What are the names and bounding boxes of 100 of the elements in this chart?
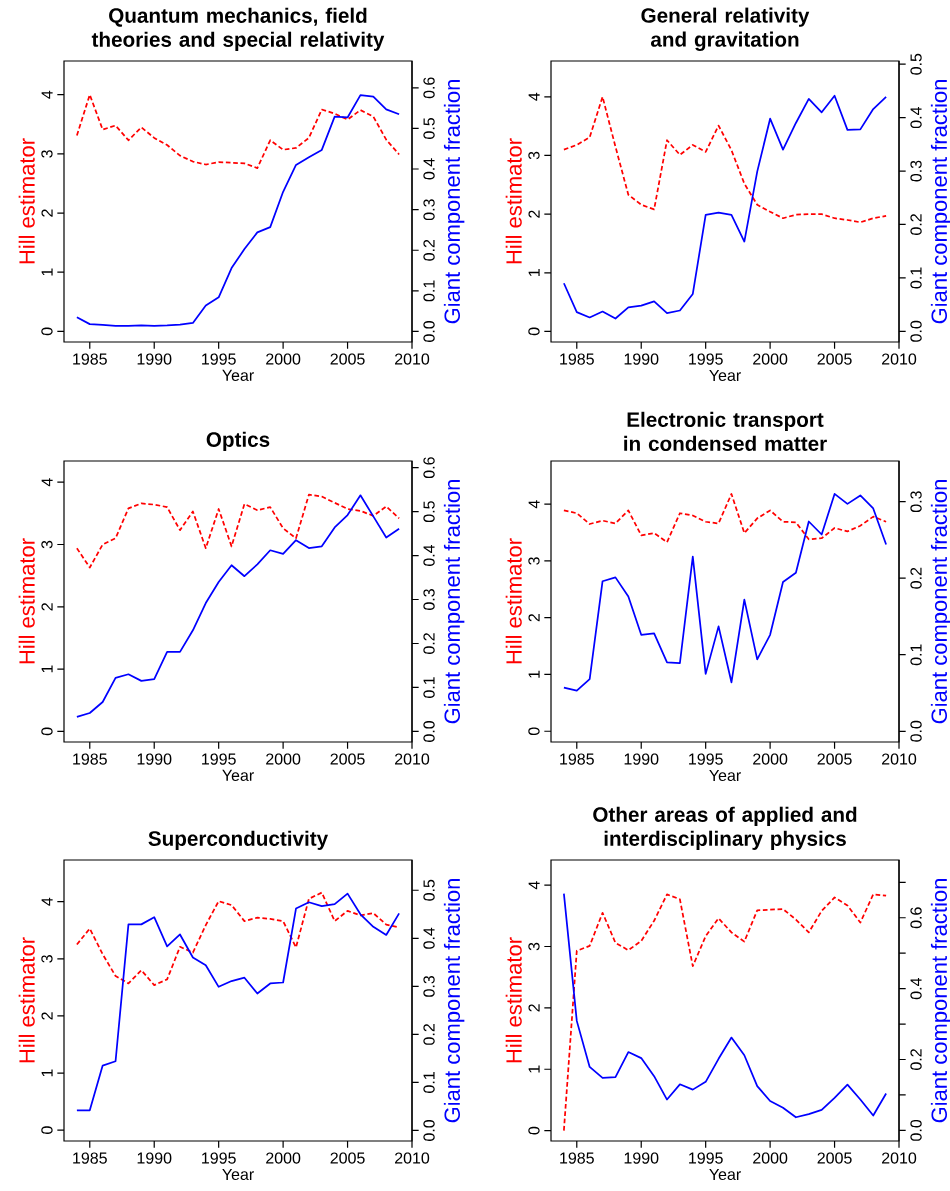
x-tick-label: 1995 — [202, 753, 236, 765]
y2-tick-label: 0.1 — [910, 644, 922, 666]
y2-tick-label: 0.0 — [910, 720, 922, 742]
y-tick-label: 0 — [528, 327, 540, 336]
y2-tick-label: 0.4 — [423, 158, 435, 180]
y-tick-label: 3 — [528, 942, 540, 951]
x-axis-title: Year — [222, 369, 254, 382]
y-tick-label: 2 — [41, 1012, 53, 1020]
y-tick-label: 1 — [41, 1069, 53, 1077]
y-tick-label: 4 — [41, 478, 53, 487]
x-tick-label: 2005 — [330, 1152, 365, 1164]
y2-tick-label: 0.5 — [910, 53, 922, 75]
y-tick-label: 3 — [528, 557, 540, 565]
chart-title: Electronic transport in condensed matter — [624, 411, 827, 451]
x-tick-label: 2000 — [266, 353, 301, 365]
y2-tick-label: 0.0 — [910, 320, 922, 342]
y2-axis-title: Giant component fraction — [443, 480, 465, 724]
y2-tick-label: 0.1 — [910, 267, 922, 289]
y-tick-label: 1 — [41, 665, 53, 673]
y-tick-label: 2 — [528, 614, 540, 622]
y2-tick-label: 0.2 — [910, 567, 922, 589]
line-series — [563, 94, 887, 320]
y-tick-label: 4 — [528, 881, 540, 890]
y-axis-title: Hill estimator — [18, 538, 35, 664]
x-tick-label: 2000 — [753, 1152, 788, 1164]
x-tick-label: 2005 — [817, 753, 852, 765]
x-tick-label: 2005 — [330, 753, 365, 765]
y-axis-title: Hill estimator — [18, 138, 35, 264]
y-tick-label: 2 — [41, 209, 53, 217]
y2-tick-label: 0.6 — [423, 457, 435, 479]
x-tick-label: 2005 — [817, 1152, 852, 1164]
x-tick-label: 1985 — [560, 353, 594, 365]
y-tick-label: 3 — [41, 150, 53, 158]
chart-title: General relativity and gravitation — [641, 7, 810, 51]
y-tick-label: 1 — [528, 269, 540, 277]
y2-tick-label: 0.0 — [423, 720, 435, 742]
x-tick-label: 1985 — [73, 753, 107, 765]
x-tick-label: 1990 — [137, 353, 172, 365]
y-axis-title: Hill estimator — [505, 538, 522, 664]
y-tick-label: 0 — [41, 727, 53, 736]
y2-tick-label: 0.5 — [423, 501, 435, 523]
x-tick-label: 2010 — [395, 353, 430, 365]
y2-tick-label: 0.2 — [910, 1049, 922, 1070]
y-tick-label: 1 — [528, 1065, 540, 1073]
chart-title: Superconductivity — [148, 830, 329, 850]
x-tick-label: 1995 — [689, 753, 723, 765]
x-tick-label: 1985 — [560, 1152, 594, 1164]
y-tick-label: 0 — [41, 1126, 53, 1134]
y2-axis-title: Giant component fraction — [443, 80, 465, 324]
x-axis-title: Year — [222, 1168, 254, 1181]
y2-tick-label: 0.5 — [423, 117, 435, 139]
x-tick-label: 2005 — [817, 353, 852, 365]
y2-axis-title: Giant component fraction — [443, 879, 465, 1123]
y2-tick-label: 0.5 — [423, 879, 435, 901]
y2-tick-label: 0.3 — [423, 975, 435, 997]
y-tick-label: 0 — [41, 327, 53, 336]
x-tick-label: 2010 — [882, 1152, 917, 1164]
y2-tick-label: 0.4 — [910, 977, 922, 1000]
y-tick-label: 2 — [528, 1004, 540, 1012]
y2-tick-label: 0.4 — [910, 106, 922, 129]
y-tick-label: 1 — [41, 268, 53, 276]
x-tick-label: 1990 — [624, 353, 659, 365]
y2-tick-label: 0.2 — [423, 1024, 435, 1045]
x-tick-label: 1995 — [689, 353, 723, 365]
x-axis-title: Year — [709, 1168, 741, 1181]
x-tick-label: 1990 — [624, 753, 659, 765]
line-series — [76, 93, 400, 169]
x-tick-label: 1985 — [73, 353, 107, 365]
x-tick-label: 2010 — [395, 1152, 430, 1164]
y-tick-label: 4 — [528, 92, 540, 101]
x-axis-title: Year — [709, 769, 741, 782]
x-tick-label: 1995 — [202, 1152, 236, 1164]
y-tick-label: 3 — [528, 151, 540, 160]
y-tick-label: 4 — [41, 897, 53, 906]
y-axis-title: Hill estimator — [505, 937, 522, 1063]
y2-tick-label: 0.2 — [423, 239, 435, 261]
line-series — [76, 892, 400, 1112]
x-tick-label: 2005 — [330, 353, 365, 365]
x-tick-label: 2000 — [266, 1152, 301, 1164]
y-tick-label: 2 — [41, 603, 53, 611]
x-tick-label: 2000 — [753, 353, 788, 365]
x-tick-label: 1990 — [137, 1152, 172, 1164]
x-tick-label: 1990 — [624, 1152, 659, 1164]
y2-tick-label: 0.0 — [910, 1119, 922, 1141]
x-tick-label: 2000 — [753, 753, 788, 765]
x-tick-label: 1990 — [137, 753, 172, 765]
y2-tick-label: 0.3 — [910, 491, 922, 513]
line-series — [76, 94, 400, 327]
line-series — [76, 493, 400, 569]
y2-tick-label: 0.1 — [423, 677, 435, 698]
y-tick-label: 0 — [528, 727, 540, 736]
line-series — [563, 95, 887, 224]
line-series — [76, 891, 400, 986]
chart-title: Optics — [206, 431, 270, 451]
y2-tick-label: 0.3 — [423, 589, 435, 611]
line-series — [563, 493, 887, 544]
y2-tick-label: 0.4 — [423, 544, 435, 567]
x-tick-label: 2010 — [882, 753, 917, 765]
y2-tick-label: 0.4 — [423, 927, 435, 949]
y2-tick-label: 0.2 — [423, 633, 435, 654]
